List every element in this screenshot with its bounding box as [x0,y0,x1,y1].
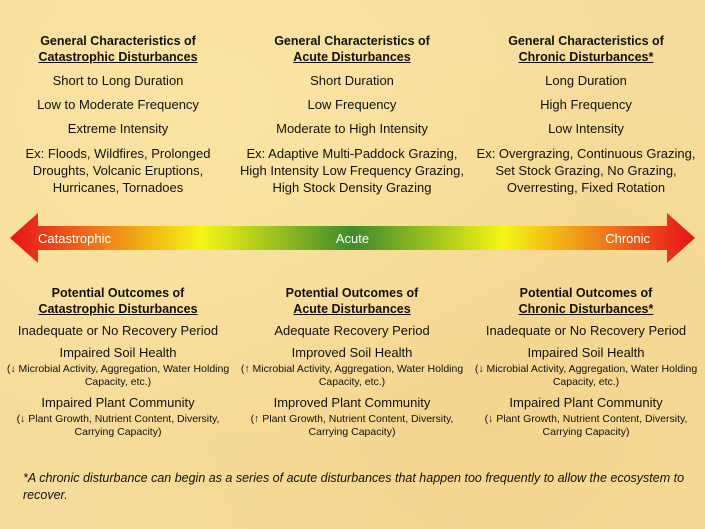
chronic-characteristics-heading: General Characteristics of Chronic Distu… [470,33,702,65]
plant-community: Improved Plant Community (↑ Plant Growth… [236,395,468,439]
arrow-label-acute: Acute [335,231,370,246]
plant-community: Impaired Plant Community (↓ Plant Growth… [470,395,702,439]
recovery-period: Inadequate or No Recovery Period [485,323,687,338]
frequency: Low to Moderate Frequency [37,97,199,112]
heading-line: General Characteristics of [40,34,196,48]
plant-community-details: (↓ Plant Growth, Nutrient Content, Diver… [484,413,688,438]
soil-health-title: Impaired Soil Health [59,345,177,360]
heading-underlined: Acute Disturbances [293,302,411,316]
acute-outcomes: Potential Outcomes of Acute Disturbances… [236,285,468,445]
recovery-period: Adequate Recovery Period [274,323,430,338]
plant-community-details: (↑ Plant Growth, Nutrient Content, Diver… [250,413,454,438]
duration: Short to Long Duration [52,73,184,88]
heading-line: General Characteristics of [274,34,430,48]
catastrophic-outcomes: Potential Outcomes of Catastrophic Distu… [2,285,234,445]
acute-characteristics: General Characteristics of Acute Disturb… [236,33,468,204]
plant-community-title: Improved Plant Community [273,395,431,410]
arrow-label-chronic: Chronic [605,231,650,246]
soil-health: Impaired Soil Health (↓ Microbial Activi… [470,345,702,389]
plant-community-title: Impaired Plant Community [509,395,663,410]
catastrophic-characteristics-heading: General Characteristics of Catastrophic … [2,33,234,65]
intensity: Low Intensity [548,121,624,136]
soil-health-title: Improved Soil Health [291,345,413,360]
soil-health: Improved Soil Health (↑ Microbial Activi… [236,345,468,389]
duration: Long Duration [545,73,627,88]
heading-underlined: Acute Disturbances [293,50,411,64]
recovery-period: Inadequate or No Recovery Period [17,323,219,338]
soil-health-title: Impaired Soil Health [527,345,645,360]
heading-line: Potential Outcomes of [519,286,653,300]
soil-health-details: (↓ Microbial Activity, Aggregation, Wate… [6,363,230,388]
plant-community-title: Impaired Plant Community [41,395,195,410]
examples: Ex: Overgrazing, Continuous Grazing, Set… [476,146,696,195]
footnote: *A chronic disturbance can begin as a se… [23,471,685,502]
soil-health: Impaired Soil Health (↓ Microbial Activi… [2,345,234,389]
catastrophic-outcomes-heading: Potential Outcomes of Catastrophic Distu… [2,285,234,317]
duration: Short Duration [310,73,394,88]
intensity: Extreme Intensity [67,121,169,136]
catastrophic-characteristics: General Characteristics of Catastrophic … [2,33,234,204]
soil-health-details: (↓ Microbial Activity, Aggregation, Wate… [474,363,698,388]
frequency: Low Frequency [307,97,397,112]
arrow-label-catastrophic: Catastrophic [38,231,111,246]
plant-community: Impaired Plant Community (↓ Plant Growth… [2,395,234,439]
acute-characteristics-heading: General Characteristics of Acute Disturb… [236,33,468,65]
examples: Ex: Floods, Wildfires, Prolonged Drought… [25,146,211,195]
double-headed-arrow-shape [10,213,695,263]
chronic-outcomes: Potential Outcomes of Chronic Disturbanc… [470,285,702,445]
heading-underlined: Chronic Disturbances* [518,50,654,64]
acute-outcomes-heading: Potential Outcomes of Acute Disturbances [236,285,468,317]
heading-line: General Characteristics of [508,34,664,48]
examples: Ex: Adaptive Multi-Paddock Grazing, High… [240,146,464,195]
heading-underlined: Catastrophic Disturbances [38,50,198,64]
intensity: Moderate to High Intensity [276,121,428,136]
heading-underlined: Catastrophic Disturbances [38,302,198,316]
chronic-characteristics: General Characteristics of Chronic Distu… [470,33,702,204]
disturbance-spectrum-arrow [10,213,695,263]
heading-line: Potential Outcomes of [285,286,419,300]
frequency: High Frequency [540,97,632,112]
plant-community-details: (↓ Plant Growth, Nutrient Content, Diver… [16,413,220,438]
soil-health-details: (↑ Microbial Activity, Aggregation, Wate… [240,363,464,388]
heading-underlined: Chronic Disturbances* [518,302,654,316]
chronic-outcomes-heading: Potential Outcomes of Chronic Disturbanc… [470,285,702,317]
heading-line: Potential Outcomes of [51,286,185,300]
